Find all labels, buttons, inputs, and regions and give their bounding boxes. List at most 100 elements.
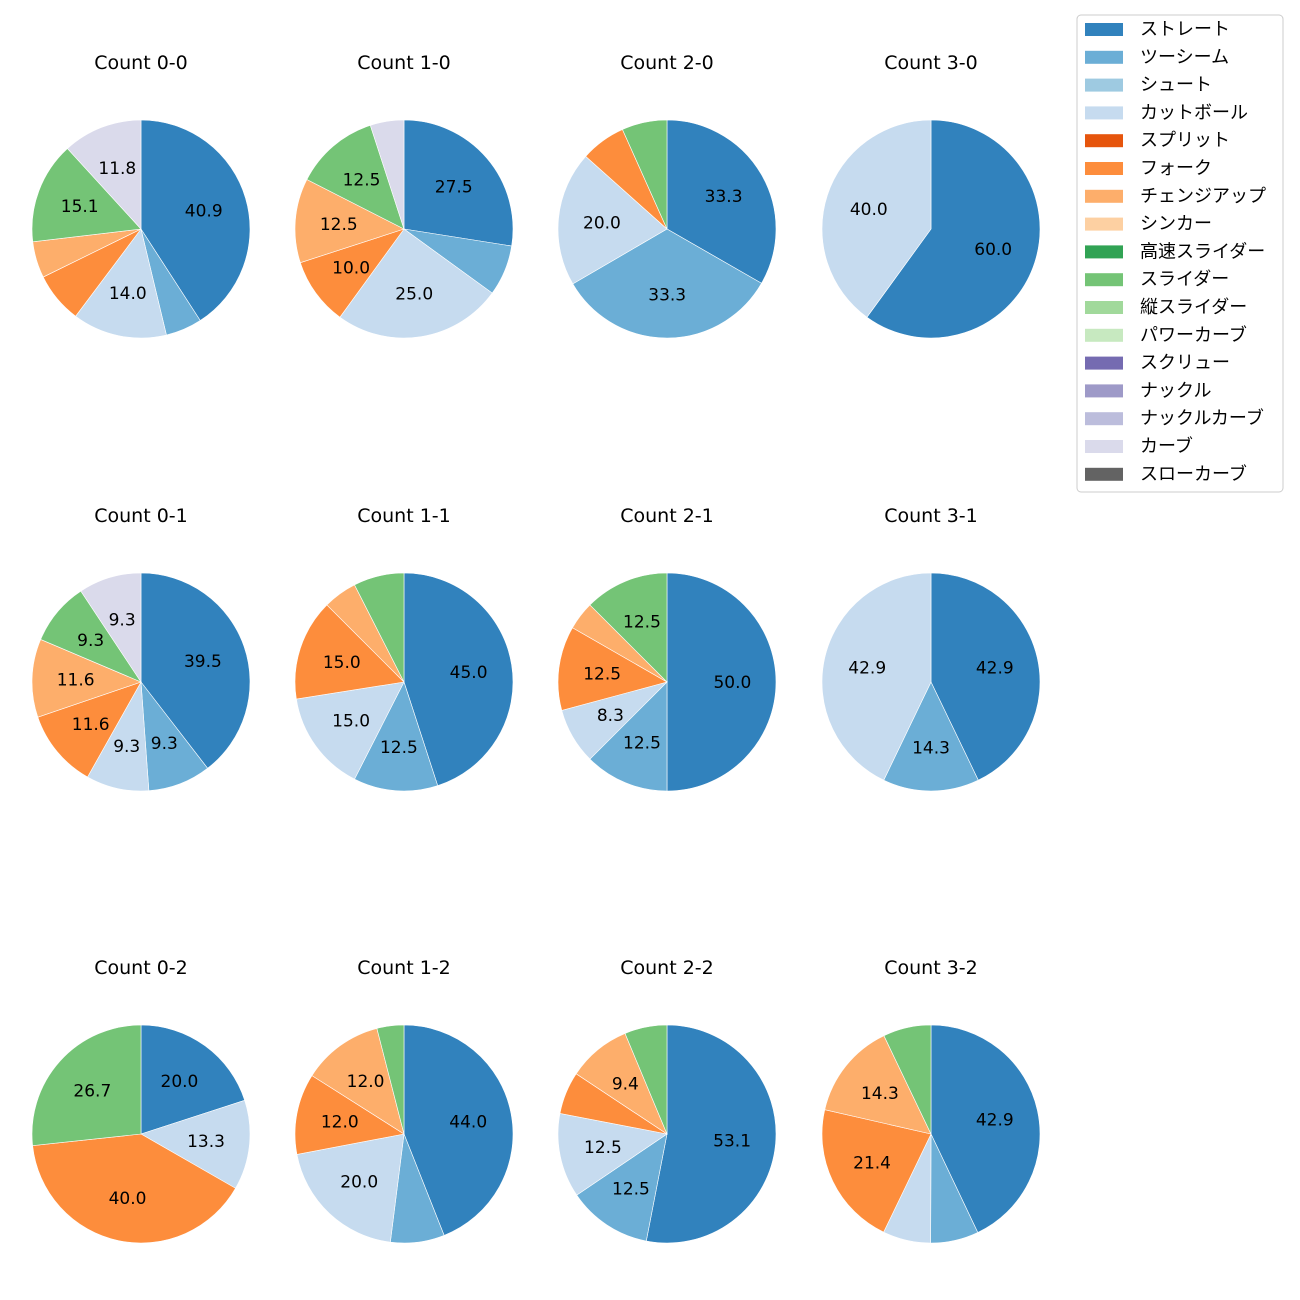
pie-slice-label: 12.0 bbox=[347, 1072, 385, 1092]
legend-label: チェンジアップ bbox=[1140, 186, 1266, 207]
pie-title: Count 0-2 bbox=[94, 957, 188, 979]
pie-slice-label: 15.0 bbox=[332, 711, 370, 731]
pie-slice-label: 12.5 bbox=[583, 665, 621, 685]
legend-swatch bbox=[1085, 106, 1123, 120]
pie-slice bbox=[666, 119, 777, 284]
pie-11: Count 2-2 53.1 12.5 12.5 9.4 bbox=[557, 957, 777, 1244]
pie-slice-label: 33.3 bbox=[705, 187, 743, 207]
pie-3: Count 2-0 33.3 33.3 20.0 bbox=[557, 52, 777, 339]
pie-12: Count 3-2 42.9 21.4 14.3 bbox=[821, 957, 1041, 1244]
pie-slice bbox=[306, 124, 405, 230]
legend-label: カットボール bbox=[1140, 102, 1248, 123]
pie-slice bbox=[32, 1133, 236, 1244]
pie-slice bbox=[339, 228, 493, 339]
legend-swatch bbox=[1085, 328, 1123, 342]
pie-slice bbox=[369, 119, 405, 230]
pie-title: Count 0-0 bbox=[94, 52, 188, 74]
pie-slice-label: 40.0 bbox=[850, 200, 888, 220]
pie-8: Count 3-1 42.9 14.3 42.9 bbox=[821, 505, 1041, 792]
pie-slice bbox=[75, 228, 167, 339]
legend-label: スプリット bbox=[1140, 130, 1230, 151]
legend-label: フォーク bbox=[1140, 158, 1212, 179]
pie-6: Count 1-1 45.0 12.5 15.0 15.0 bbox=[294, 505, 514, 792]
legend-swatch bbox=[1085, 189, 1123, 203]
pie-slice bbox=[140, 1099, 251, 1189]
pie-slice-label: 26.7 bbox=[73, 1081, 111, 1101]
pie-slice-label: 39.5 bbox=[184, 652, 222, 672]
pie-slice-label: 12.5 bbox=[623, 733, 661, 753]
legend-label: スライダー bbox=[1140, 269, 1229, 290]
pie-slice-label: 12.5 bbox=[612, 1180, 650, 1200]
pie-slice-label: 14.3 bbox=[861, 1084, 899, 1104]
pie-slice-label: 8.3 bbox=[597, 706, 624, 726]
pie-slice-label: 12.5 bbox=[380, 738, 418, 758]
pie-slice bbox=[821, 119, 932, 318]
pie-slice bbox=[403, 119, 514, 247]
pie-slice-label: 15.0 bbox=[323, 653, 361, 673]
pie-slice-label: 20.0 bbox=[340, 1173, 378, 1193]
pie-slice-label: 40.9 bbox=[185, 201, 223, 221]
pie-slice bbox=[403, 572, 514, 787]
pie-7: Count 2-1 50.0 12.5 8.3 12.5 12.5 bbox=[557, 505, 777, 792]
pie-title: Count 3-1 bbox=[884, 505, 978, 527]
pie-slice-label: 11.6 bbox=[72, 715, 110, 735]
pie-slice bbox=[296, 1133, 405, 1243]
pie-slice-label: 12.0 bbox=[321, 1113, 359, 1133]
pie-slice bbox=[666, 572, 777, 792]
pie-slice-label: 9.3 bbox=[151, 734, 178, 754]
pie-title: Count 1-0 bbox=[357, 52, 451, 74]
legend-swatch bbox=[1085, 356, 1123, 370]
pie-slice-label: 12.5 bbox=[320, 215, 358, 235]
pie-slice bbox=[140, 1024, 246, 1135]
pie-slice bbox=[572, 228, 762, 339]
pie-9: Count 0-2 20.0 13.3 40.0 26.7 bbox=[31, 957, 251, 1244]
pie-slice bbox=[866, 119, 1041, 339]
pie-slice bbox=[37, 681, 142, 778]
pie-title: Count 3-0 bbox=[884, 52, 978, 74]
legend-label: シンカー bbox=[1140, 214, 1212, 235]
pie-slice bbox=[67, 119, 142, 230]
pie-slice bbox=[376, 1024, 405, 1135]
pie-slice bbox=[930, 1024, 1041, 1233]
pie-slice-label: 9.4 bbox=[612, 1075, 639, 1095]
pie-slice-label: 40.0 bbox=[109, 1189, 147, 1209]
pie-1: Count 0-0 40.9 14.0 15.1 11.8 bbox=[31, 52, 251, 339]
pie-slice bbox=[622, 119, 668, 230]
pie-4: Count 3-0 60.0 40.0 bbox=[821, 52, 1041, 339]
pie-10: Count 1-2 44.0 20.0 12.0 12.0 bbox=[294, 957, 514, 1244]
pie-title: Count 0-1 bbox=[94, 505, 188, 527]
legend-label: パワーカーブ bbox=[1140, 324, 1247, 346]
pie-slice-label: 50.0 bbox=[713, 673, 751, 693]
pie-slice bbox=[294, 1075, 405, 1155]
legend-label: 高速スライダー bbox=[1140, 241, 1265, 262]
legend-frame bbox=[1076, 14, 1284, 493]
pie-slice bbox=[557, 155, 668, 285]
pie-slice-label: 44.0 bbox=[449, 1113, 487, 1133]
pie-slice bbox=[821, 572, 932, 781]
pie-slice bbox=[140, 119, 251, 321]
pie-slice-label: 12.5 bbox=[343, 170, 381, 190]
legend-swatch bbox=[1085, 23, 1123, 36]
legend-label: ツーシーム bbox=[1140, 47, 1229, 68]
legend-swatch bbox=[1085, 273, 1123, 287]
legend-label: スローカーブ bbox=[1140, 463, 1247, 485]
pie-title: Count 1-1 bbox=[357, 505, 451, 527]
pie-slice bbox=[645, 1024, 777, 1244]
legend-swatch bbox=[1085, 217, 1123, 231]
pie-slice bbox=[883, 681, 979, 792]
pie-slice bbox=[354, 681, 439, 792]
pie-slice-label: 42.9 bbox=[848, 658, 886, 678]
pie-slice bbox=[140, 572, 251, 769]
pie-slice-label: 13.3 bbox=[187, 1132, 225, 1152]
pie-slice bbox=[295, 681, 405, 780]
pie-slice bbox=[883, 1024, 932, 1135]
pie-5: Count 0-139.59.39.311.611.69.39.3 bbox=[31, 505, 251, 792]
legend-swatch bbox=[1085, 245, 1123, 259]
legend-swatch bbox=[1085, 50, 1123, 64]
pie-slice-label: 9.3 bbox=[113, 737, 140, 757]
pie-slice bbox=[294, 604, 405, 700]
legend-label: ナックルカーブ bbox=[1140, 407, 1264, 429]
legend-label: 縦スライダー bbox=[1140, 297, 1247, 318]
pie-slice bbox=[589, 681, 668, 792]
pie-slice-label: 11.8 bbox=[98, 159, 136, 179]
